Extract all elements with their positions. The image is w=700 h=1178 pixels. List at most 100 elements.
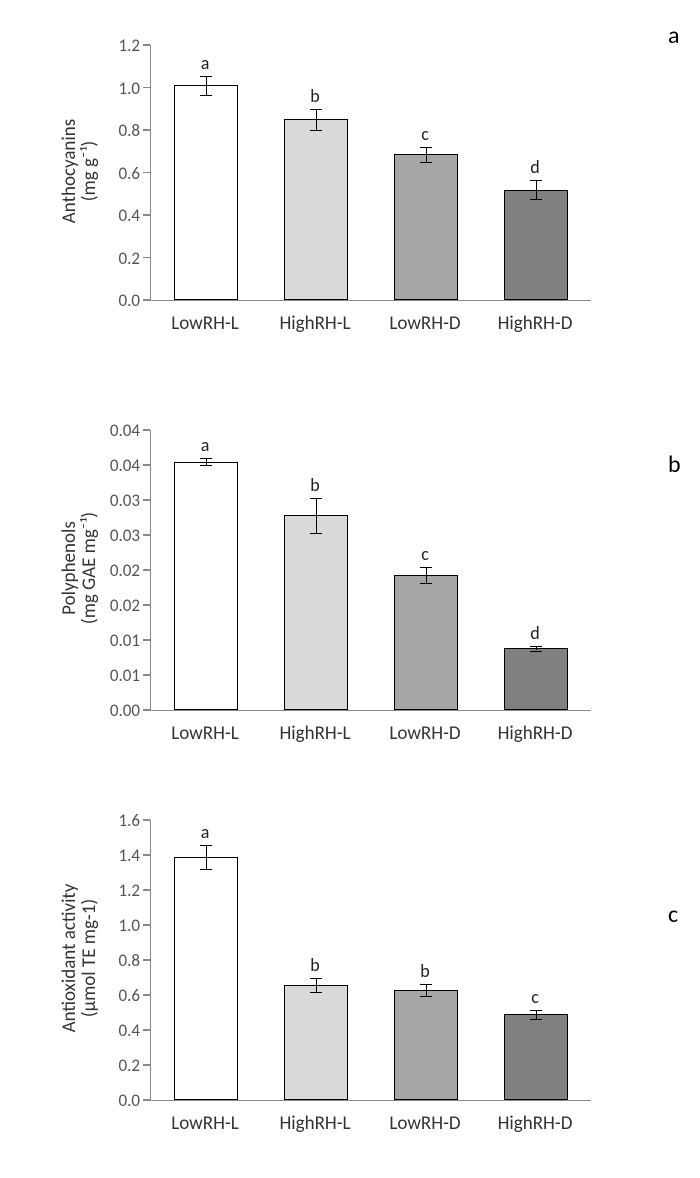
- error-cap: [420, 996, 432, 997]
- ytick: [143, 569, 150, 571]
- significance-letter: d: [520, 622, 550, 644]
- category-label: HighRH-L: [260, 1112, 370, 1135]
- ytick-label: 0.0: [85, 1090, 140, 1111]
- error-bar: [206, 845, 207, 870]
- ytick-label: 0.04: [85, 420, 140, 441]
- ytick: [143, 924, 150, 926]
- category-label: LowRH-D: [370, 1112, 480, 1135]
- error-cap: [530, 646, 542, 647]
- bar: [284, 985, 348, 1101]
- bar: [174, 85, 238, 300]
- error-cap: [420, 147, 432, 148]
- category-label: LowRH-L: [150, 722, 260, 745]
- ytick-label: 0.00: [85, 700, 140, 721]
- y-axis-label: Antioxidant activity(μmol TE mg-1): [60, 838, 100, 1078]
- ytick: [143, 1064, 150, 1066]
- significance-letter: c: [410, 123, 440, 145]
- error-cap: [530, 180, 542, 181]
- ytick: [143, 1099, 150, 1101]
- bar: [394, 575, 458, 710]
- y-axis-label: Polyphenols(mg GAE mg⁻¹): [60, 448, 100, 688]
- error-bar: [206, 458, 207, 465]
- ytick: [143, 994, 150, 996]
- figure-container: a0.00.20.40.60.81.01.2LowRH-LaHighRH-LbL…: [0, 0, 700, 1178]
- ytick: [143, 257, 150, 259]
- significance-letter: c: [520, 986, 550, 1008]
- ytick: [143, 959, 150, 961]
- error-cap: [200, 845, 212, 846]
- plot-area: [150, 430, 591, 711]
- significance-letter: d: [520, 156, 550, 178]
- error-cap: [530, 651, 542, 652]
- significance-letter: a: [190, 821, 220, 843]
- error-bar: [426, 984, 427, 996]
- error-cap: [310, 533, 322, 534]
- error-cap: [200, 465, 212, 466]
- significance-letter: c: [410, 543, 440, 565]
- panel-a: a0.00.20.40.60.81.01.2LowRH-LaHighRH-LbL…: [20, 15, 680, 370]
- panel-label-c: c: [668, 900, 678, 929]
- ytick: [143, 429, 150, 431]
- bar: [284, 119, 348, 300]
- error-cap: [420, 583, 432, 584]
- ytick: [143, 854, 150, 856]
- category-label: HighRH-D: [480, 722, 590, 745]
- error-bar: [426, 567, 427, 584]
- error-cap: [420, 162, 432, 163]
- significance-letter: b: [300, 85, 330, 107]
- ytick: [143, 172, 150, 174]
- ytick: [143, 1029, 150, 1031]
- error-bar: [316, 978, 317, 992]
- error-cap: [530, 1010, 542, 1011]
- panel-c: c0.00.20.40.60.81.01.21.41.6LowRH-LaHigh…: [20, 790, 680, 1170]
- bar: [284, 515, 348, 710]
- ytick: [143, 87, 150, 89]
- y-axis-label-line2: (mg g⁻¹): [80, 51, 100, 291]
- ytick: [143, 299, 150, 301]
- ytick: [143, 464, 150, 466]
- plot-area: [150, 820, 591, 1101]
- ytick: [143, 674, 150, 676]
- y-axis-label-line1: Polyphenols: [60, 448, 80, 688]
- error-bar: [536, 180, 537, 199]
- category-label: LowRH-L: [150, 1112, 260, 1135]
- bar: [174, 857, 238, 1100]
- error-cap: [420, 567, 432, 568]
- significance-letter: b: [410, 960, 440, 982]
- error-cap: [200, 869, 212, 870]
- ytick: [143, 534, 150, 536]
- ytick-label: 0.0: [85, 290, 140, 311]
- error-bar: [316, 498, 317, 533]
- ytick: [143, 499, 150, 501]
- ytick: [143, 44, 150, 46]
- category-label: HighRH-L: [260, 722, 370, 745]
- bar: [504, 648, 568, 710]
- error-bar: [206, 76, 207, 95]
- error-cap: [310, 109, 322, 110]
- significance-letter: b: [300, 954, 330, 976]
- error-cap: [310, 130, 322, 131]
- significance-letter: a: [190, 434, 220, 456]
- y-axis-label-line2: (mg GAE mg⁻¹): [80, 448, 100, 688]
- ytick-label: 1.6: [85, 810, 140, 831]
- error-cap: [420, 984, 432, 985]
- ytick: [143, 604, 150, 606]
- error-cap: [530, 1019, 542, 1020]
- ytick: [143, 709, 150, 711]
- error-bar: [536, 1010, 537, 1019]
- ytick: [143, 639, 150, 641]
- error-cap: [200, 95, 212, 96]
- y-axis-label-line1: Anthocyanins: [60, 51, 80, 291]
- significance-letter: a: [190, 52, 220, 74]
- category-label: LowRH-D: [370, 312, 480, 335]
- error-cap: [200, 76, 212, 77]
- y-axis-label-line1: Antioxidant activity: [60, 838, 80, 1078]
- category-label: LowRH-D: [370, 722, 480, 745]
- error-cap: [310, 498, 322, 499]
- error-cap: [200, 458, 212, 459]
- error-bar: [426, 147, 427, 162]
- panel-label-b: b: [668, 450, 681, 479]
- bar: [504, 190, 568, 301]
- panel-b: b0.000.010.010.020.020.030.030.040.04Low…: [20, 400, 680, 780]
- category-label: HighRH-D: [480, 1112, 590, 1135]
